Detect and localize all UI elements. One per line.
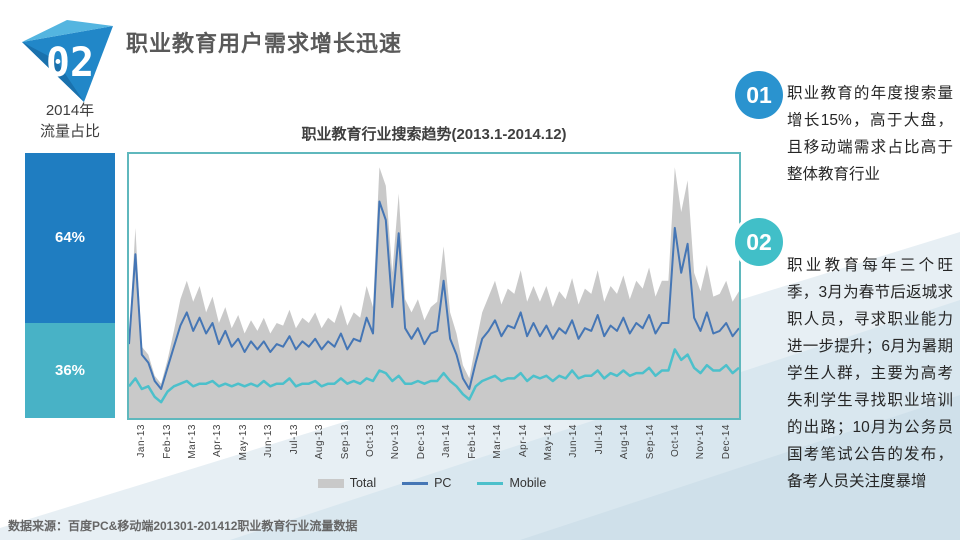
x-axis-labels: Jan-13 Feb-13 Mar-13 Apr-13 May-13 Jun-13 Jul-… [129, 424, 739, 474]
slide-number: 02 [46, 40, 94, 86]
x-tick-label-text: Oct-14 [670, 424, 682, 458]
header-gem: 02 [12, 4, 122, 113]
x-tick-label-text: Jun-14 [568, 424, 580, 458]
x-tick-label-text: Dec-13 [415, 424, 427, 460]
x-tick-label: Jan-13 [129, 424, 154, 474]
bg-band-3 [520, 395, 960, 540]
x-tick-label-text: Jan-14 [441, 424, 453, 458]
legend-item-pc: PC [402, 476, 451, 490]
x-tick-label: Dec-13 [409, 424, 434, 474]
x-tick-label: Nov-14 [688, 424, 713, 474]
legend-swatch-mobile [477, 481, 504, 485]
x-tick-label-text: Sep-14 [644, 424, 656, 460]
mobile-share-segment: 36% [25, 322, 115, 418]
x-tick-label-text: May-14 [542, 424, 554, 461]
x-tick-label-text: Apr-14 [517, 424, 529, 458]
x-tick-label-text: Jul-13 [288, 424, 300, 455]
chart-plot [129, 167, 739, 418]
x-tick-label-text: Jan-13 [136, 424, 148, 458]
legend-item-total: Total [317, 476, 377, 490]
series-pc [129, 200, 739, 390]
x-tick-label: Feb-14 [459, 424, 484, 474]
x-tick-label: Jun-13 [256, 424, 281, 474]
x-tick-label: Mar-13 [180, 424, 205, 474]
x-tick-label: Nov-13 [383, 424, 408, 474]
x-tick-label: Oct-14 [663, 424, 688, 474]
x-tick-label: May-14 [536, 424, 561, 474]
x-tick-label-text: Feb-14 [466, 424, 478, 459]
chart-title: 职业教育行业搜索趋势(2013.1-2014.12) [301, 126, 567, 143]
x-tick-label-text: Mar-14 [492, 424, 504, 459]
source-note: 数据来源：百度PC&移动端201301-201412职业教育行业流量数据 [8, 519, 358, 533]
x-tick-label-text: Jul-14 [593, 424, 605, 455]
x-tick-label-text: Apr-13 [212, 424, 224, 458]
x-tick-label: Feb-13 [154, 424, 179, 474]
x-tick-label: Aug-14 [612, 424, 637, 474]
x-tick-label-text: Dec-14 [720, 424, 732, 460]
callout-1-text: 职业教育的年度搜索量增长15%，高于大盘，且移动端需求占比高于整体教育行业 [787, 85, 953, 183]
x-tick-label-text: Aug-14 [619, 424, 631, 460]
x-tick-label-text: Nov-14 [695, 424, 707, 460]
legend-label-total: Total [349, 476, 377, 490]
x-tick-label: May-13 [231, 424, 256, 474]
x-tick-label: Dec-14 [714, 424, 739, 474]
x-tick-label: Mar-14 [485, 424, 510, 474]
trend-chart [127, 152, 741, 420]
x-tick-label-text: Mar-13 [187, 424, 199, 459]
chart-legend: Total PC Mobile [127, 476, 737, 490]
callout-2-text: 职业教育每年三个旺季，3月为春节后返城求职人员，寻求职业能力进一步提升；6月为暑… [787, 257, 953, 490]
x-tick-label-text: May-13 [237, 424, 249, 461]
traffic-share-label-line1: 2014年 [45, 102, 95, 119]
x-tick-label: Jul-13 [282, 424, 307, 474]
x-tick-label: Apr-13 [205, 424, 230, 474]
x-tick-label-text: Aug-13 [314, 424, 326, 460]
x-tick-label: Jan-14 [434, 424, 459, 474]
legend-item-mobile: Mobile [477, 476, 546, 490]
x-tick-label: Jul-14 [587, 424, 612, 474]
x-tick-label-text: Jun-13 [263, 424, 275, 458]
page-title: 职业教育用户需求增长迅速 [126, 31, 403, 56]
series-mobile [129, 348, 739, 404]
traffic-share-label: 2014年 流量占比 [15, 100, 125, 142]
callout-1-badge: 01 [735, 71, 783, 119]
x-tick-label-text: Feb-13 [161, 424, 173, 459]
x-tick-label: Jun-14 [561, 424, 586, 474]
x-tick-label-text: Oct-13 [365, 424, 376, 458]
x-tick-label: Oct-13 [358, 424, 383, 474]
traffic-share-label-line2: 流量占比 [39, 123, 100, 140]
x-tick-label: Sep-13 [332, 424, 357, 474]
x-tick-label: Apr-14 [510, 424, 535, 474]
legend-swatch-pc [402, 481, 429, 485]
legend-label-mobile: Mobile [509, 476, 547, 490]
legend-label-pc: PC [434, 476, 452, 490]
x-tick-label-text: Nov-13 [390, 424, 402, 460]
diamond-icon: 02 [22, 20, 113, 102]
traffic-share-bar: 64% 36% [25, 153, 115, 418]
x-tick-label: Sep-14 [637, 424, 662, 474]
x-tick-label-text: Sep-13 [339, 424, 351, 460]
x-tick-label: Aug-13 [307, 424, 332, 474]
callout-2-badge: 02 [735, 218, 783, 266]
legend-swatch-total [317, 478, 344, 488]
series-total [129, 167, 739, 418]
pc-share-segment: 64% [25, 153, 115, 323]
